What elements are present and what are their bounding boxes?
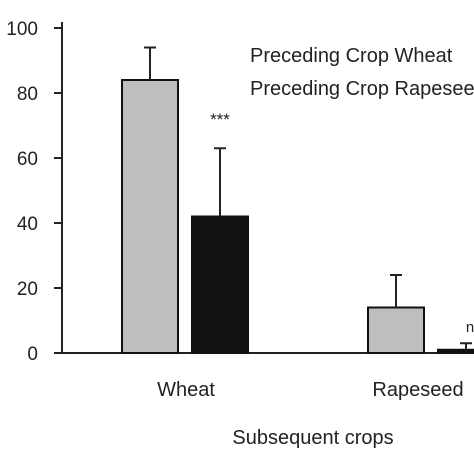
- bar-preceding-rapeseed-wheat: [191, 215, 249, 354]
- y-tick-label: 40: [17, 214, 38, 235]
- y-tick-label: 0: [27, 344, 38, 365]
- y-tick-label: 100: [6, 19, 38, 40]
- x-tick-label: Wheat: [157, 379, 215, 401]
- y-tick-label: 20: [17, 279, 38, 300]
- y-tick-label: 80: [17, 84, 38, 105]
- legend-entry: Preceding Crop Wheat: [250, 45, 453, 67]
- bar-preceding-rapeseed-rapeseed: [437, 348, 474, 354]
- x-axis-label: Subsequent crops: [232, 427, 393, 449]
- plot-area: 0 20 40 60 80 100 *** n.s. Wheat Rapeseed Precedin…: [6, 19, 474, 401]
- x-tick-label: Rapeseed: [372, 379, 463, 401]
- bar-preceding-wheat-wheat: [121, 79, 179, 354]
- bar-preceding-wheat-rapeseed: [367, 306, 425, 354]
- legend-entry: Preceding Crop Rapeseed: [250, 78, 474, 100]
- significance-label: ***: [210, 110, 230, 129]
- y-tick-label: 60: [17, 149, 38, 170]
- significance-label: n.s.: [466, 319, 474, 336]
